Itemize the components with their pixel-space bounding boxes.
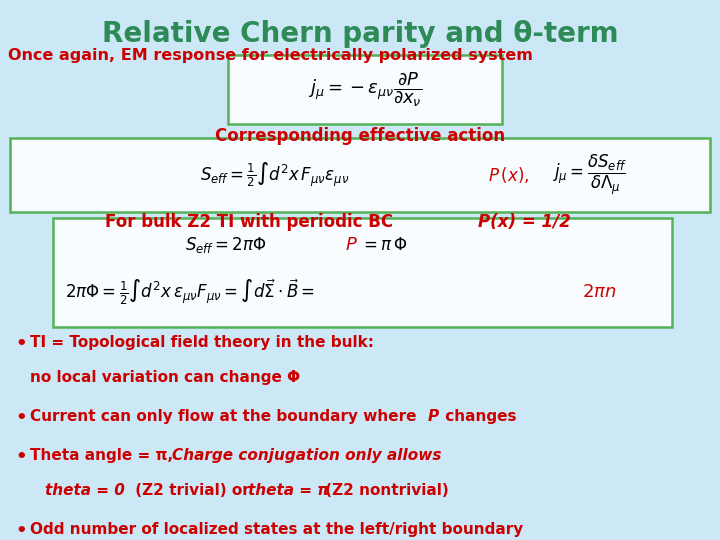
Text: (Z2 trivial) or: (Z2 trivial) or <box>130 483 255 498</box>
Text: $S_{eff} = 2\pi\Phi$: $S_{eff} = 2\pi\Phi$ <box>185 235 266 255</box>
Text: $= \pi\,\Phi$: $= \pi\,\Phi$ <box>360 236 408 254</box>
Text: Theta angle = π,: Theta angle = π, <box>30 448 179 463</box>
Text: Once again, EM response for electrically polarized system: Once again, EM response for electrically… <box>8 48 533 63</box>
Text: (Z2 nontrivial): (Z2 nontrivial) <box>320 483 449 498</box>
Text: •: • <box>15 409 27 427</box>
FancyBboxPatch shape <box>10 138 710 212</box>
Text: Current can only flow at the boundary where: Current can only flow at the boundary wh… <box>30 409 432 424</box>
Text: Relative Chern parity and θ-term: Relative Chern parity and θ-term <box>102 20 618 48</box>
Text: •: • <box>15 448 27 466</box>
Text: theta = π: theta = π <box>248 483 329 498</box>
Text: Odd number of localized states at the left/right boundary: Odd number of localized states at the le… <box>30 522 523 537</box>
Text: •: • <box>15 335 27 353</box>
Text: P: P <box>428 409 439 424</box>
Text: $2\pi\Phi = \frac{1}{2}\int d^2x\,\epsilon_{\mu\nu}F_{\mu\nu} = \int d\vec{\Sigm: $2\pi\Phi = \frac{1}{2}\int d^2x\,\epsil… <box>65 278 315 307</box>
Text: $2\pi n$: $2\pi n$ <box>582 283 616 301</box>
Text: changes: changes <box>440 409 516 424</box>
Text: Charge conjugation only allows: Charge conjugation only allows <box>172 448 441 463</box>
Text: $S_{eff} = \frac{1}{2}\int d^2x\, F_{\mu\nu}\epsilon_{\mu\nu}$: $S_{eff} = \frac{1}{2}\int d^2x\, F_{\mu… <box>200 160 349 190</box>
Text: •: • <box>15 522 27 540</box>
Text: P(x) = 1/2: P(x) = 1/2 <box>478 213 571 231</box>
Text: $P\,(x),$: $P\,(x),$ <box>488 165 529 185</box>
Text: For bulk Z2 TI with periodic BC: For bulk Z2 TI with periodic BC <box>105 213 393 231</box>
Text: $j_{\mu} = -\epsilon_{\mu\nu} \dfrac{\partial P}{\partial x_{\nu}}$: $j_{\mu} = -\epsilon_{\mu\nu} \dfrac{\pa… <box>307 71 422 109</box>
Text: $P$: $P$ <box>345 236 358 254</box>
Text: TI = Topological field theory in the bulk:: TI = Topological field theory in the bul… <box>30 335 374 350</box>
FancyBboxPatch shape <box>228 55 502 124</box>
FancyBboxPatch shape <box>53 218 672 327</box>
Text: theta = 0: theta = 0 <box>45 483 125 498</box>
Text: $\quad j_{\mu} = \dfrac{\delta S_{eff}}{\delta \Lambda_{\mu}}$: $\quad j_{\mu} = \dfrac{\delta S_{eff}}{… <box>538 153 626 197</box>
Text: Corresponding effective action: Corresponding effective action <box>215 127 505 145</box>
Text: no local variation can change Φ: no local variation can change Φ <box>30 370 300 385</box>
